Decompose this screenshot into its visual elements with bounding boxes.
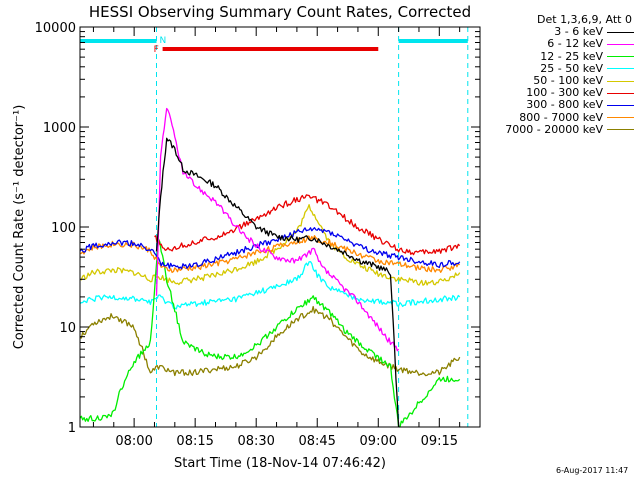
series-line-25-50-kev	[79, 260, 461, 310]
legend-swatch	[607, 44, 634, 45]
chart-title: HESSI Observing Summary Count Rates, Cor…	[89, 3, 471, 21]
legend-label: 3 - 6 keV	[554, 25, 603, 39]
legend-swatch	[607, 68, 634, 70]
legend-swatch	[607, 31, 634, 33]
legend-item: 50 - 100 keV	[488, 74, 638, 88]
x-tick-label: 09:00	[360, 434, 397, 449]
legend-label: 6 - 12 keV	[547, 37, 603, 51]
series-line-300-800-kev	[79, 227, 461, 270]
legend-swatch	[607, 80, 634, 82]
legend-title: Det 1,3,6,9, Att 0	[537, 13, 632, 26]
y-tick-label: 10	[59, 321, 76, 336]
x-tick-label: 08:45	[298, 434, 335, 449]
legend-label: 100 - 300 keV	[526, 86, 603, 100]
flare-marker-label: F	[154, 45, 159, 55]
legend-label: 800 - 7000 keV	[519, 110, 603, 124]
x-tick-label: 08:00	[115, 434, 152, 449]
legend-item: 12 - 25 keV	[488, 49, 638, 63]
observing-state-bands: NF	[79, 27, 469, 427]
legend: Det 1,3,6,9, Att 0 3 - 6 keV 6 - 12 keV 12…	[488, 13, 638, 136]
legend-item: 7000 - 20000 keV	[488, 122, 638, 136]
legend-label: 300 - 800 keV	[526, 98, 603, 112]
series-line-800-7000-kev	[79, 235, 461, 274]
x-axis-label: Start Time (18-Nov-14 07:46:42)	[174, 456, 386, 471]
axes: 1 10 100 1000 10000 08:00 08:15 08:30 08:45 09:00…	[35, 21, 481, 449]
series-line-3-6-kev	[155, 137, 400, 428]
series-line-100-300-kev	[154, 194, 461, 256]
x-tick-label: 08:15	[176, 434, 213, 449]
legend-swatch	[607, 92, 634, 94]
y-axis-label: Corrected Count Rate (s⁻¹ detector⁻¹)	[12, 105, 27, 350]
generation-timestamp: 6-Aug-2017 11:47	[556, 466, 629, 475]
legend-item: 800 - 7000 keV	[488, 110, 638, 124]
series-line-7000-20000-kev	[79, 305, 461, 377]
y-tick-label: 1000	[43, 121, 76, 136]
x-tick-label: 09:15	[421, 434, 458, 449]
night-marker-label: N	[160, 36, 167, 46]
legend-rows: 3 - 6 keV 6 - 12 keV 12 - 25 keV 25 - 50 ke…	[488, 25, 638, 136]
y-tick-label: 1	[68, 421, 76, 436]
legend-label: 7000 - 20000 keV	[505, 122, 603, 136]
legend-swatch	[607, 105, 634, 107]
legend-swatch	[607, 129, 634, 131]
series-line-6-12-kev	[155, 107, 400, 352]
y-tick-label: 100	[51, 221, 76, 236]
legend-item: 6 - 12 keV	[488, 38, 638, 50]
plot-frame	[79, 26, 481, 428]
legend-label: 25 - 50 keV	[540, 61, 603, 75]
legend-label: 50 - 100 keV	[533, 74, 603, 88]
series-line-12-25-kev	[79, 238, 461, 428]
x-tick-label: 08:30	[237, 434, 274, 449]
series-layer	[79, 107, 461, 428]
legend-item: 25 - 50 keV	[488, 61, 638, 75]
legend-item: 3 - 6 keV	[488, 25, 638, 39]
legend-label: 12 - 25 keV	[540, 49, 603, 63]
legend-item: 100 - 300 keV	[488, 87, 638, 99]
legend-swatch	[607, 56, 634, 58]
legend-item: 300 - 800 keV	[488, 99, 638, 111]
y-tick-label: 10000	[35, 21, 76, 36]
legend-swatch	[607, 117, 634, 119]
